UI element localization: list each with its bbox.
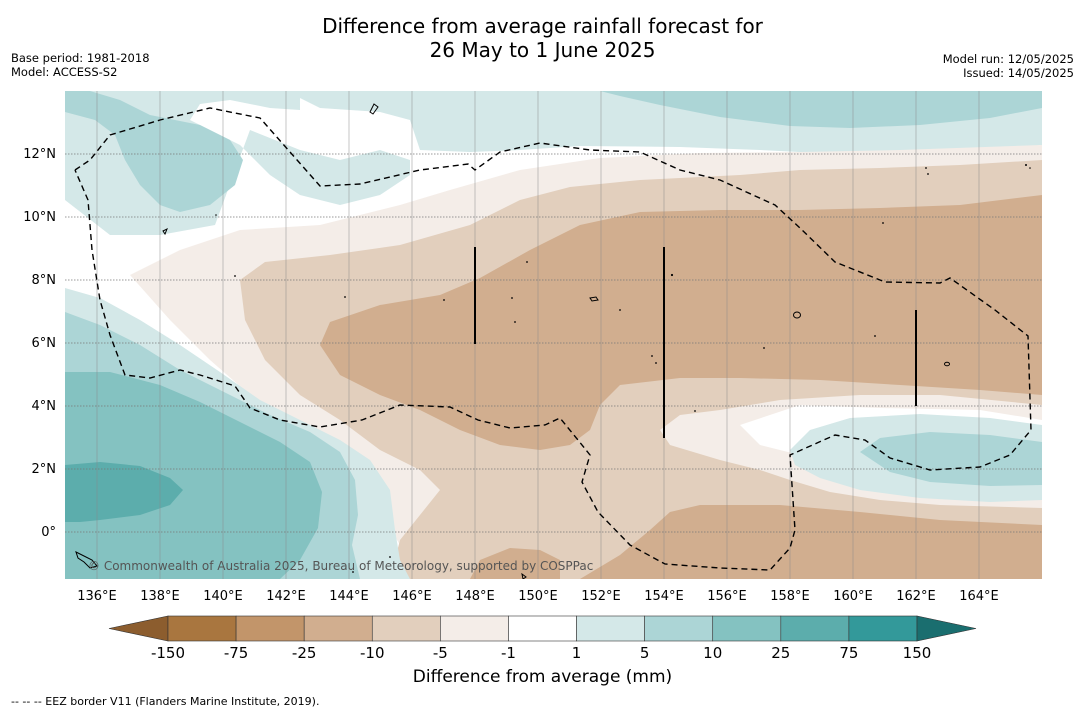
colorbar-cell [576,615,645,642]
colorbar-cell [780,615,850,642]
colorbar-under-arrow [108,615,169,642]
lon-tick-140: 140°E [203,589,243,604]
colorbar-label: -150 [151,644,185,662]
island-6 [75,551,98,569]
lon-tick-158: 158°E [770,589,810,604]
meta-left: Base period: 1981-2018 Model: ACCESS-S2 [11,51,150,79]
colorbar-cell [848,615,918,642]
colorbar-labels: -150 -75 -25 -10 -5 -1 1 5 10 25 75 150 [151,644,931,662]
eez-footnote: -- -- -- EEZ border V11 (Flanders Marine… [11,695,320,708]
colorbar-label: -75 [224,644,249,662]
lon-tick-156: 156°E [707,589,747,604]
contour-wet-north-2 [600,91,1042,128]
title-line-1: Difference from average rainfall forecas… [322,14,763,38]
island-dots [215,164,1031,573]
colorbar-cell [235,615,305,642]
lat-tick-12n: 12°N [23,147,56,162]
colorbar-cell [303,615,373,642]
contour-wet-east-2 [860,432,1042,486]
island-5 [589,296,599,302]
lon-tick-164: 164°E [959,589,999,604]
base-period: Base period: 1981-2018 [11,51,150,65]
colorbar-cells [167,615,918,642]
island-4 [944,361,950,367]
island-1 [369,103,379,115]
colorbar-label: -1 [501,644,516,662]
contour-dry-25-southwest [470,548,560,579]
lat-tick-8n: 8°N [32,273,57,288]
lon-tick-146: 146°E [392,589,432,604]
island-2 [162,227,168,236]
longitude-tick-labels: 136°E 138°E 140°E 142°E 144°E 146°E 148°… [77,589,999,604]
lat-tick-6n: 6°N [32,336,57,351]
lon-tick-144: 144°E [329,589,369,604]
lon-tick-152: 152°E [581,589,621,604]
colorbar-title: Difference from average (mm) [412,667,673,687]
marker-lines [474,247,917,438]
lat-tick-10n: 10°N [23,210,56,225]
lon-tick-154: 154°E [644,589,684,604]
copyright-notice: © Commonwealth of Australia 2025, Bureau… [88,559,593,573]
contour-wet-southwest-4 [65,462,183,522]
colorbar-label: -10 [360,644,385,662]
lat-tick-2n: 2°N [32,462,57,477]
island-3 [793,311,801,319]
model-run: Model run: 12/05/2025 [942,52,1074,66]
lon-tick-150: 150°E [518,589,558,604]
lon-tick-142: 142°E [266,589,306,604]
contour-wet-northwest-2 [65,91,243,212]
lat-tick-0: 0° [41,525,56,540]
chart-title: Difference from average rainfall forecas… [0,14,1085,62]
colorbar-label: 25 [771,644,790,662]
colorbar-label: 75 [839,644,858,662]
lon-tick-138: 138°E [140,589,180,604]
colorbar-cell [167,615,237,642]
colorbar-label: 5 [640,644,650,662]
title-line-2: 26 May to 1 June 2025 [429,38,656,62]
lat-tick-4n: 4°N [32,399,57,414]
colorbar-cell [712,615,782,642]
colorbar-cell [508,615,577,642]
colorbar-cell [371,615,441,642]
eez-border [74,107,1032,571]
contour-dry-25 [320,195,1042,450]
colorbar-over-arrow [916,615,977,642]
lon-tick-148: 148°E [455,589,495,604]
islands [75,103,950,579]
lon-tick-162: 162°E [896,589,936,604]
lon-tick-160: 160°E [833,589,873,604]
colorbar-label: 150 [903,644,932,662]
colorbar-label: -5 [433,644,448,662]
colorbar-label: 1 [572,644,582,662]
lon-tick-136: 136°E [77,589,117,604]
issued-date: Issued: 14/05/2025 [963,66,1074,80]
contour-wet-southwest-3 [65,372,322,579]
rainfall-anomaly-map: © Commonwealth of Australia 2025, Bureau… [65,91,1042,579]
colorbar-label: -25 [292,644,317,662]
colorbar-cell [440,615,509,642]
meta-right: Model run: 12/05/2025 Issued: 14/05/2025 [943,52,1074,80]
colorbar: -150 -75 -25 -10 -5 -1 1 5 10 25 75 150 [108,615,977,662]
contour-dry-25-south [580,505,1042,579]
colorbar-label: 10 [703,644,722,662]
island-7 [521,572,527,579]
model-name: Model: ACCESS-S2 [11,65,118,79]
colorbar-cell [644,615,714,642]
latitude-tick-labels: 12°N 10°N 8°N 6°N 4°N 2°N 0° [23,147,56,540]
